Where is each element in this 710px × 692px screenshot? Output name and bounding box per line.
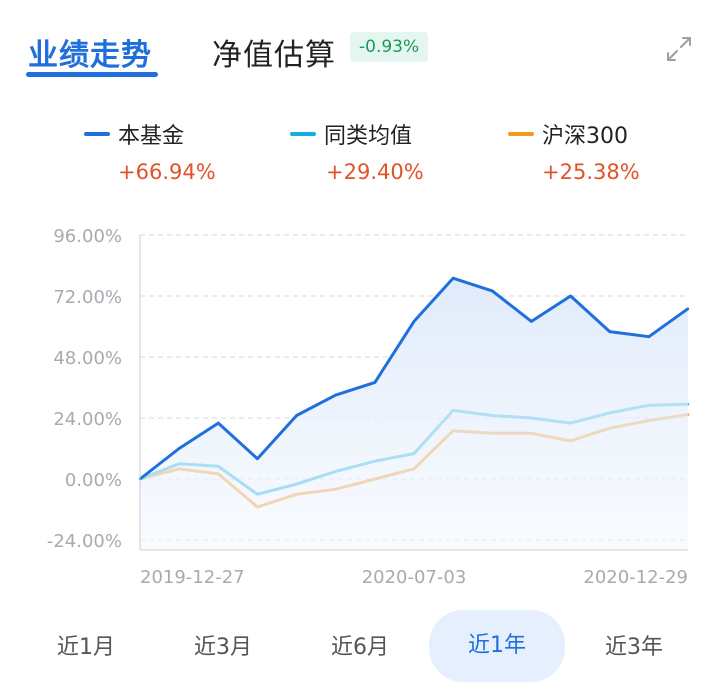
data-point — [569, 294, 572, 298]
legend-value: +25.38% — [542, 160, 640, 184]
legend-value: +66.94% — [118, 160, 216, 184]
period-1m[interactable]: 近1月 — [57, 635, 115, 660]
y-tick-label: 96.00% — [53, 226, 122, 247]
y-tick-label: 72.00% — [53, 287, 122, 308]
tab-estimate[interactable]: 净值估算 — [212, 38, 336, 73]
period-1y[interactable]: 近1年 — [429, 610, 565, 682]
data-point — [295, 414, 298, 417]
data-point — [373, 381, 377, 384]
performance-chart[interactable]: 96.00% 72.00% 48.00% 24.00% 0.00% -24.00% 2019… — [0, 205, 710, 600]
period-selector: 近1月 近3月 近6月 近1年 近3年 — [0, 608, 710, 688]
tab-bar: 业绩走势 净值估算 -0.93% — [0, 0, 710, 90]
legend-item-csi300[interactable]: 沪深300 +25.38% — [508, 118, 640, 184]
legend-name: 沪深300 — [542, 124, 628, 149]
data-point — [647, 335, 651, 338]
tab-performance[interactable]: 业绩走势 — [28, 38, 152, 73]
period-3m[interactable]: 近3月 — [194, 635, 252, 660]
data-point — [177, 447, 181, 450]
data-point — [217, 421, 220, 425]
data-point — [608, 330, 611, 333]
x-tick-label: 2019-12-27 — [140, 567, 245, 588]
tab-active-indicator — [26, 72, 158, 77]
expand-icon[interactable] — [664, 34, 694, 64]
legend-swatch — [290, 132, 316, 136]
y-tick-label: 0.00% — [65, 470, 122, 491]
chart-legend: 本基金 +66.94% 同类均值 +29.40% 沪深300 +25.38% — [0, 118, 710, 198]
legend-value: +29.40% — [326, 160, 424, 184]
legend-name: 本基金 — [118, 124, 185, 149]
legend-item-fund[interactable]: 本基金 +66.94% — [84, 118, 216, 184]
data-point — [491, 289, 494, 293]
legend-name: 同类均值 — [324, 124, 413, 149]
y-tick-label: 24.00% — [53, 409, 122, 430]
y-tick-label: -24.00% — [47, 531, 122, 552]
x-tick-label: 2020-12-29 — [583, 567, 688, 588]
series-area-fund — [140, 278, 688, 550]
data-point — [686, 307, 690, 310]
legend-swatch — [84, 132, 110, 136]
period-3y[interactable]: 近3年 — [605, 635, 663, 660]
period-6m[interactable]: 近6月 — [331, 635, 389, 660]
estimate-change-badge: -0.93% — [350, 32, 429, 62]
y-tick-label: 48.00% — [53, 348, 122, 369]
legend-item-peer-average[interactable]: 同类均值 +29.40% — [290, 118, 424, 184]
data-point — [412, 320, 416, 323]
legend-swatch — [508, 132, 534, 136]
x-tick-label: 2020-07-03 — [362, 567, 467, 588]
data-point — [530, 320, 533, 323]
data-point — [256, 457, 259, 460]
data-point — [451, 277, 455, 280]
data-point — [334, 393, 337, 397]
